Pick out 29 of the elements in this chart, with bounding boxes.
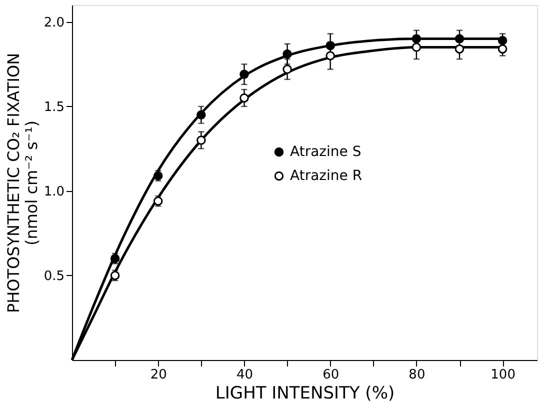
x-tick-label: 80 bbox=[408, 368, 426, 382]
x-tick-label: 20 bbox=[150, 368, 167, 382]
point bbox=[240, 93, 249, 103]
point bbox=[196, 136, 206, 145]
point bbox=[498, 44, 508, 54]
point bbox=[326, 40, 335, 50]
legend-label: Atrazine S bbox=[290, 144, 362, 160]
point bbox=[282, 64, 292, 74]
point bbox=[110, 270, 120, 280]
point bbox=[196, 110, 206, 120]
point bbox=[454, 34, 464, 44]
x-axis-title: LIGHT INTENSITY (%) bbox=[215, 384, 395, 404]
point bbox=[326, 51, 335, 60]
point bbox=[454, 44, 464, 54]
point bbox=[153, 171, 163, 180]
x-tick-label: 60 bbox=[322, 368, 340, 382]
point bbox=[282, 49, 292, 59]
x-tick-label: 100 bbox=[490, 368, 516, 382]
x-tick-label: 40 bbox=[236, 368, 253, 382]
y-tick-label: 2.0 bbox=[44, 15, 64, 30]
y-axis-title: PHOTOSYNTHETIC CO₂ FIXATION (nmol cm⁻² s⁻¹) bbox=[4, 52, 41, 314]
point bbox=[412, 34, 422, 44]
y-tick-label: 1.0 bbox=[44, 184, 64, 200]
y-tick-label: 0.5 bbox=[44, 268, 64, 284]
legend-label: Atrazine R bbox=[290, 168, 362, 184]
point bbox=[498, 36, 508, 46]
point bbox=[240, 70, 249, 79]
point bbox=[412, 42, 422, 52]
y-tick-label: 1.5 bbox=[44, 100, 64, 115]
